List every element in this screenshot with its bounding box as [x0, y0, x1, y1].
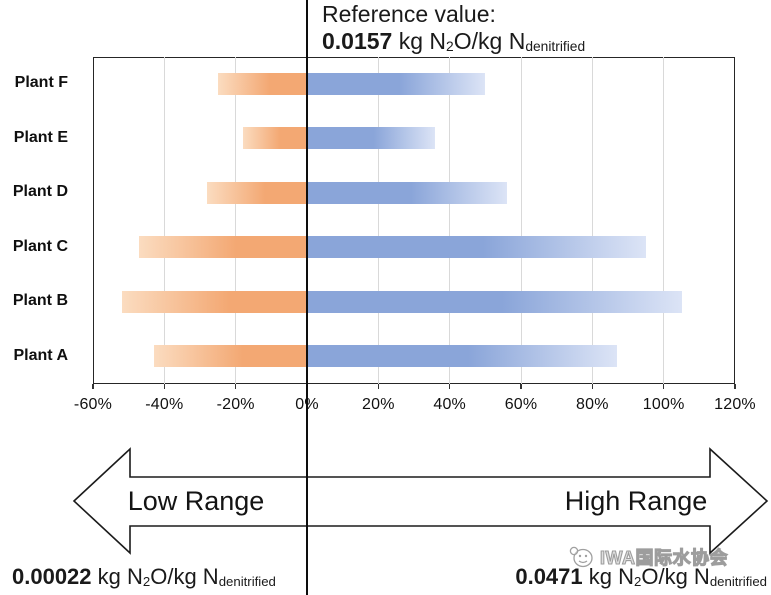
high-range-bar: [307, 290, 682, 313]
axis-tick: [234, 384, 237, 389]
low-range-label: Low Range: [127, 486, 265, 516]
high-range-label: High Range: [564, 486, 708, 516]
high-annotation-value: 0.0471: [515, 564, 583, 589]
reference-title-line1: Reference value:: [322, 1, 496, 27]
iwa-logo-icon: [569, 546, 593, 568]
gridline: [377, 57, 379, 384]
axis-tick-label: 60%: [504, 396, 538, 413]
axis-tick: [377, 384, 380, 389]
unit-text: O/kg N: [641, 564, 710, 589]
unit-text: O/kg N: [453, 28, 526, 54]
axis-tick-label: 20%: [362, 396, 395, 413]
axis-tick: [591, 384, 594, 389]
axis-tick: [734, 384, 736, 389]
low-annotation: 0.00022 kg N2O/kg Ndenitrified: [12, 564, 276, 590]
axis-tick: [662, 384, 665, 389]
category-label: Plant E: [13, 128, 68, 146]
low-range-bar: [217, 72, 307, 95]
unit-text: kg N: [392, 28, 447, 54]
reference-title: Reference value: 0.0157 kg N2O/kg Ndenit…: [322, 1, 585, 55]
gridline: [591, 57, 593, 384]
gridline: [663, 57, 665, 384]
high-annotation: 0.0471 kg N2O/kg Ndenitrified: [515, 564, 767, 590]
axis-tick: [520, 384, 522, 389]
unit-subscript: denitrified: [525, 38, 586, 54]
unit-text: kg N: [91, 564, 143, 589]
gridline: [449, 57, 451, 384]
unit-text: O/kg N: [150, 564, 219, 589]
axis-tick-label: -60%: [73, 396, 113, 413]
high-range-bar: [307, 345, 618, 368]
gridline: [235, 57, 237, 384]
low-range-bar: [139, 236, 307, 259]
gridline: [163, 57, 165, 384]
category-label: Plant F: [14, 74, 68, 92]
range-arrow: [72, 447, 769, 555]
axis-tick-label: 80%: [576, 396, 609, 413]
unit-text: kg N: [582, 564, 634, 589]
low-range-bar: [121, 290, 307, 313]
high-range-bar: [307, 181, 507, 204]
low-annotation-value: 0.00022: [12, 564, 92, 589]
high-range-bar: [307, 127, 436, 150]
category-label: Plant A: [13, 346, 68, 364]
gridline: [520, 57, 522, 384]
unit-subscript: 2: [142, 573, 151, 589]
low-range-bar: [242, 127, 307, 150]
axis-tick: [448, 384, 451, 389]
unit-subscript: denitrified: [709, 573, 767, 589]
axis-tick-label: -20%: [216, 396, 255, 413]
low-range-bar: [153, 345, 307, 368]
axis-tick: [163, 384, 166, 389]
reference-line: [305, 0, 309, 595]
high-range-bar: [307, 236, 646, 259]
axis-tick-label: -40%: [145, 396, 184, 413]
unit-subscript: denitrified: [218, 573, 276, 589]
category-label: Plant C: [12, 237, 68, 255]
category-label: Plant B: [12, 292, 68, 310]
unit-subscript: 2: [446, 38, 454, 54]
category-label: Plant D: [12, 183, 68, 201]
reference-title-line2: 0.0157 kg N2O/kg Ndenitrified: [322, 28, 585, 55]
reference-value: 0.0157: [322, 28, 393, 54]
low-range-bar: [207, 181, 307, 204]
high-range-bar: [307, 72, 486, 95]
watermark: IWA国际水协会: [567, 543, 728, 571]
axis-tick-label: 40%: [433, 396, 466, 413]
axis-tick-label: 100%: [642, 396, 685, 413]
unit-subscript: 2: [634, 573, 642, 589]
chart-area: [93, 57, 735, 384]
axis-tick-label: 120%: [714, 396, 756, 413]
axis-tick: [92, 384, 94, 389]
watermark-text: IWA国际水协会: [599, 547, 728, 568]
